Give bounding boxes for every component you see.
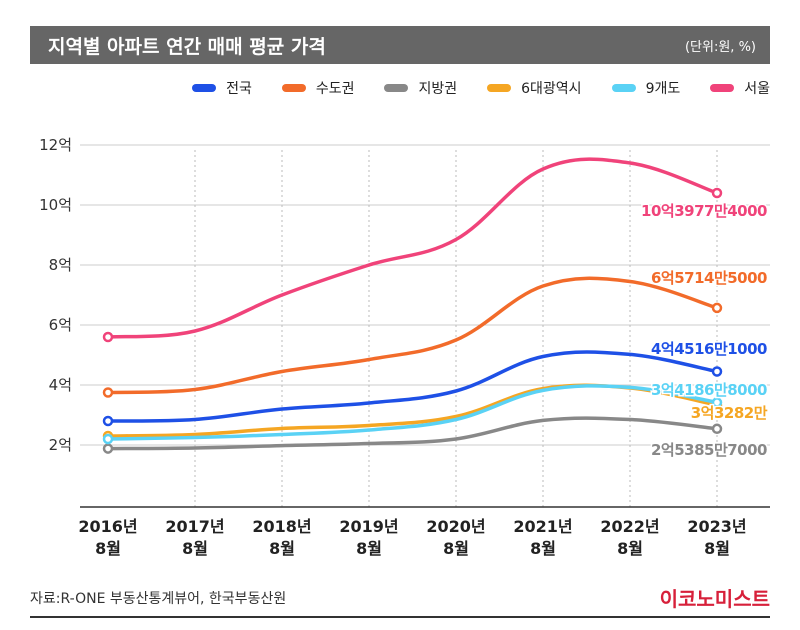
- unit-label: (단위:원, %): [684, 40, 756, 55]
- data-point: [102, 387, 114, 398]
- x-tick-label: 8월: [704, 539, 730, 558]
- y-tick-label: 8억: [49, 256, 72, 274]
- legend-swatch: [281, 84, 306, 92]
- x-tick-label: 8월: [530, 539, 556, 558]
- x-tick-label: 2023년: [687, 517, 746, 536]
- legend-label: 9개도: [645, 81, 681, 97]
- title-bar: 지역별 아파트 연간 매매 평균 가격 (단위:원, %): [30, 26, 770, 64]
- footer-divider: [30, 616, 770, 618]
- series-line: [106, 276, 719, 395]
- legend-swatch: [487, 84, 512, 92]
- series-line: [106, 157, 719, 339]
- data-label: 3억4186만8000: [651, 381, 767, 399]
- y-tick-label: 2억: [49, 436, 72, 454]
- data-point: [102, 433, 114, 445]
- legend-swatch: [192, 84, 217, 92]
- legend-swatch: [710, 84, 735, 92]
- legend-swatch: [611, 84, 636, 92]
- x-tick-label: 8월: [182, 539, 208, 558]
- data-point: [711, 397, 723, 408]
- legend-item-sudogwon: 수도권: [281, 78, 355, 98]
- x-tick-label: 2022년: [600, 517, 659, 536]
- y-tick-label: 6억: [49, 316, 72, 334]
- data-point: [711, 366, 723, 377]
- data-point: [102, 415, 114, 427]
- source-note: 자료:R-ONE 부동산통계뷰어, 한국부동산원: [30, 591, 287, 607]
- x-tick-label: 8월: [269, 539, 295, 558]
- series-line: [106, 384, 719, 441]
- data-point: [711, 302, 723, 314]
- x-tick-label: 2021년: [513, 517, 572, 536]
- data-label: 6억5714만5000: [651, 269, 767, 287]
- series-line: [106, 416, 719, 451]
- legend: 전국 수도권 지방권 6대광역시 9개도 서울: [192, 78, 770, 98]
- legend-item-seoul: 서울: [710, 78, 770, 98]
- x-tick-label: 2017년: [165, 517, 224, 536]
- x-tick-label: 8월: [95, 539, 121, 558]
- data-point: [711, 187, 723, 199]
- legend-item-9provinces: 9개도: [611, 78, 681, 98]
- legend-label: 수도권: [315, 81, 355, 97]
- legend-label: 전국: [226, 81, 252, 97]
- chart-title: 지역별 아파트 연간 매매 평균 가격: [48, 36, 326, 58]
- series-line: [106, 350, 719, 423]
- data-point: [102, 331, 114, 343]
- x-tick-label: 2018년: [252, 517, 311, 536]
- data-label: 4억4516만1000: [651, 340, 767, 358]
- legend-label: 6대광역시: [521, 81, 582, 97]
- x-tick-label: 8월: [443, 539, 469, 558]
- legend-item-jeonguk: 전국: [192, 78, 252, 98]
- x-tick-label: 8월: [356, 539, 382, 558]
- legend-swatch: [384, 84, 409, 92]
- y-tick-label: 4억: [49, 376, 72, 394]
- data-point: [711, 423, 723, 435]
- brand-logo: 이코노미스트: [659, 587, 770, 611]
- series-line: [106, 383, 719, 438]
- y-tick-label: 10억: [39, 196, 72, 214]
- legend-label: 서울: [744, 81, 770, 97]
- legend-item-6metro: 6대광역시: [487, 78, 582, 98]
- x-tick-label: 2020년: [426, 517, 485, 536]
- legend-item-jibanggwon: 지방권: [384, 78, 457, 98]
- x-tick-label: 2019년: [339, 517, 398, 536]
- data-label: 10억3977만4000: [641, 202, 767, 220]
- y-tick-label: 12억: [39, 136, 72, 154]
- data-label: 2억5385만7000: [651, 441, 767, 459]
- data-point: [102, 443, 114, 454]
- data-label: 3억3282만: [691, 404, 768, 422]
- legend-label: 지방권: [418, 81, 458, 97]
- x-tick-label: 8월: [617, 539, 643, 558]
- x-tick-label: 2016년: [78, 517, 137, 536]
